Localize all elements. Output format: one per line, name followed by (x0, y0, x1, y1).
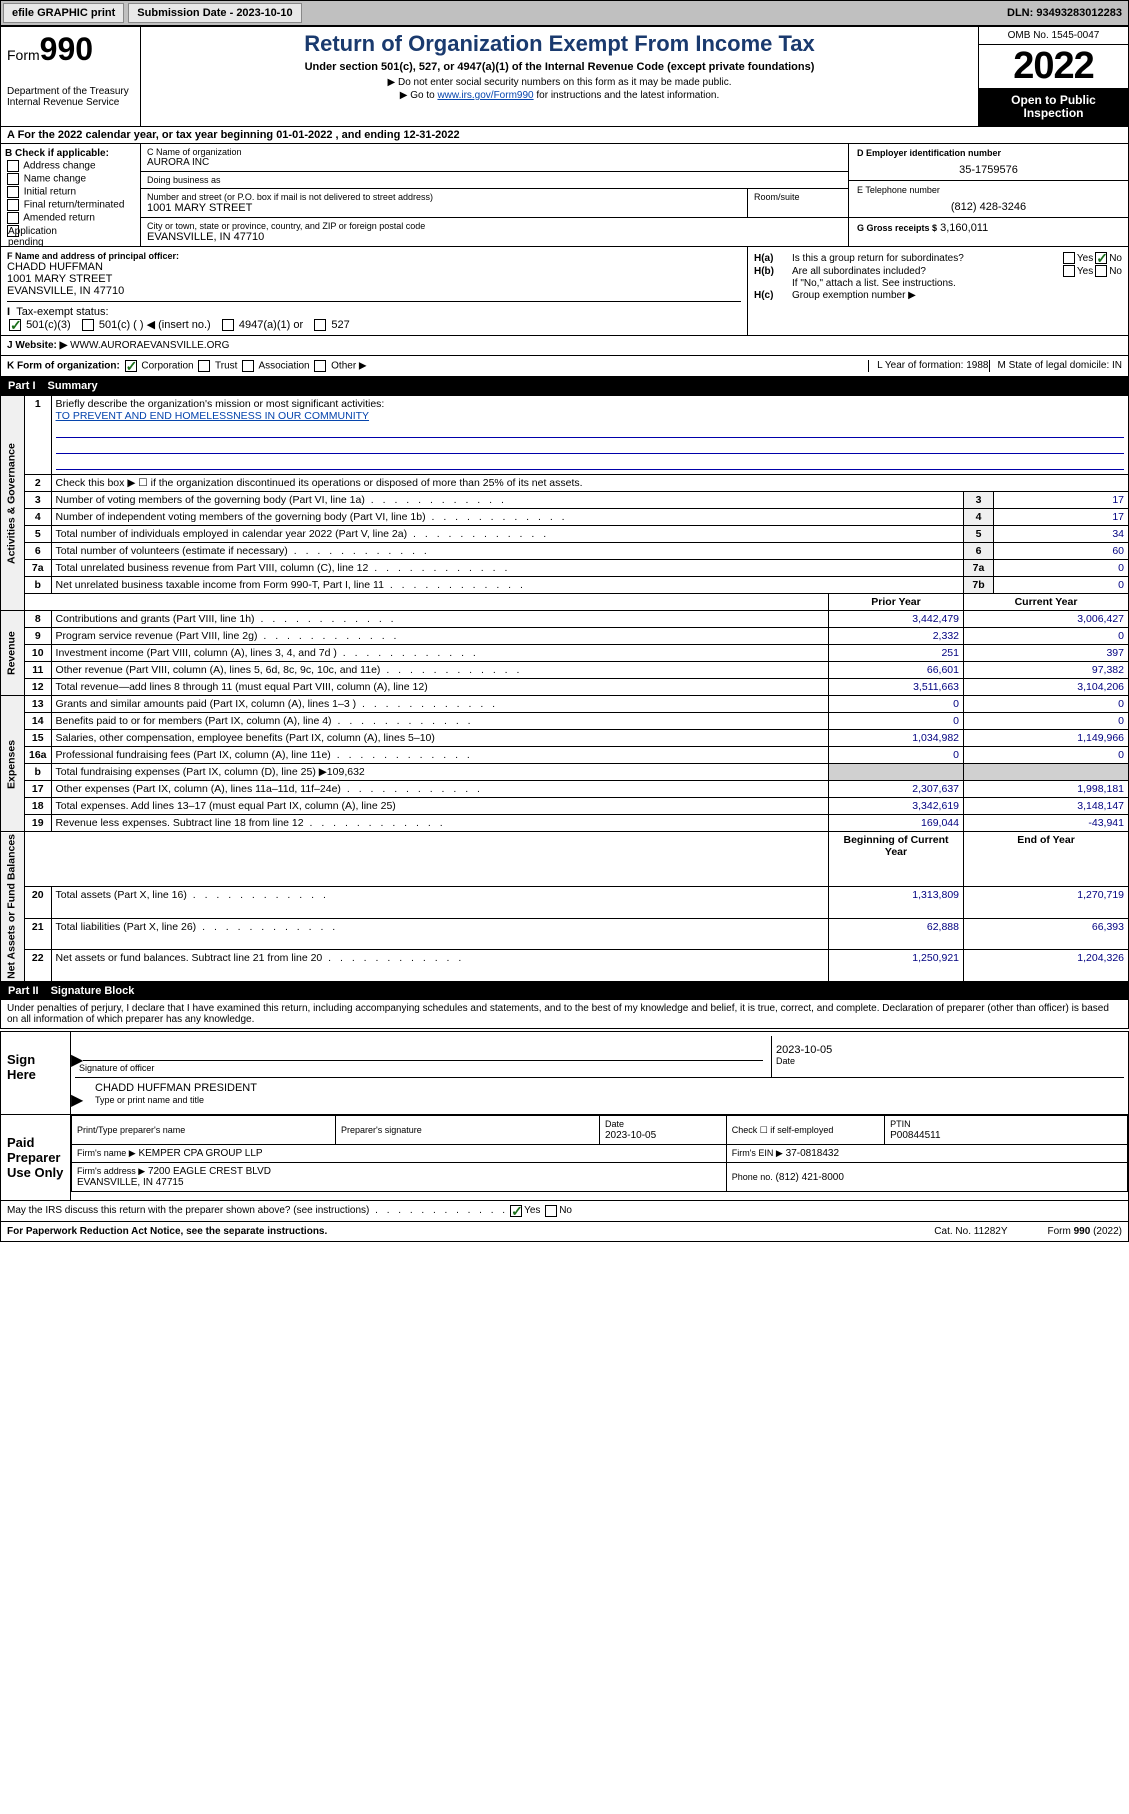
chk-name-change[interactable]: Name change (5, 173, 136, 185)
tab-governance: Activities & Governance (1, 396, 25, 611)
section-c-street: Number and street (or P.O. box if mail i… (141, 189, 748, 218)
section-f-officer: F Name and address of principal officer:… (1, 247, 748, 335)
part1-header: Part ISummary (0, 377, 1129, 395)
section-klm: K Form of organization: Corporation Trus… (0, 356, 1129, 377)
section-c-room: Room/suite (748, 189, 848, 218)
tab-revenue: Revenue (1, 611, 25, 696)
ha-no[interactable] (1095, 252, 1107, 264)
form-header: Form990 Department of the Treasury Inter… (0, 26, 1129, 127)
tab-balances: Net Assets or Fund Balances (1, 832, 25, 982)
chk-501c[interactable] (82, 319, 94, 331)
part2-header: Part IISignature Block (0, 982, 1129, 1000)
section-d-ein: D Employer identification number 35-1759… (849, 144, 1128, 181)
chk-initial-return[interactable]: Initial return (5, 186, 136, 198)
chk-527[interactable] (314, 319, 326, 331)
chk-address-change[interactable]: Address change (5, 160, 136, 172)
discuss-row: May the IRS discuss this return with the… (1, 1201, 1128, 1221)
section-c-name: C Name of organization AURORA INC (141, 144, 848, 172)
section-e-phone: E Telephone number (812) 428-3246 (849, 181, 1128, 218)
instr-link: ▶ Go to www.irs.gov/Form990 for instruct… (151, 90, 968, 101)
hb-yes[interactable] (1063, 265, 1075, 277)
sign-here-label: Sign Here (1, 1032, 71, 1114)
arrow-icon: ▶ (71, 1050, 83, 1070)
section-h: H(a)Is this a group return for subordina… (748, 247, 1128, 335)
instr-ssn: ▶ Do not enter social security numbers o… (151, 77, 968, 88)
chk-application-pending[interactable]: Application pending (5, 225, 136, 237)
section-a: A For the 2022 calendar year, or tax yea… (0, 127, 1129, 144)
page-footer: For Paperwork Reduction Act Notice, see … (0, 1222, 1129, 1242)
summary-table: Activities & Governance 1 Briefly descri… (0, 395, 1129, 982)
open-to-public: Open to Public Inspection (979, 88, 1128, 126)
paid-preparer-label: Paid Preparer Use Only (1, 1115, 71, 1200)
section-j-website: J Website: ▶ WWW.AURORAEVANSVILLE.ORG (0, 336, 1129, 356)
form-number: Form990 (7, 31, 134, 68)
section-c-dba: Doing business as (141, 172, 848, 189)
arrow-icon: ▶ (71, 1090, 83, 1110)
dln-label: DLN: 93493283012283 (1001, 4, 1128, 22)
top-toolbar: efile GRAPHIC print Submission Date - 20… (0, 0, 1129, 26)
form-title: Return of Organization Exempt From Incom… (151, 31, 968, 57)
mission-text: TO PREVENT AND END HOMELESSNESS IN OUR C… (56, 410, 370, 422)
section-g-gross: G Gross receipts $ 3,160,011 (849, 218, 1128, 238)
discuss-no[interactable] (545, 1205, 557, 1217)
irs-link[interactable]: www.irs.gov/Form990 (437, 90, 533, 101)
dept-label: Department of the Treasury Internal Reve… (7, 86, 134, 108)
penalty-statement: Under penalties of perjury, I declare th… (0, 1000, 1129, 1029)
preparer-table: Print/Type preparer's name Preparer's si… (71, 1115, 1128, 1192)
ha-yes[interactable] (1063, 252, 1075, 264)
chk-assoc[interactable] (242, 360, 254, 372)
section-c-city: City or town, state or province, country… (141, 218, 848, 246)
form-subtitle: Under section 501(c), 527, or 4947(a)(1)… (151, 61, 968, 73)
omb-number: OMB No. 1545-0047 (979, 27, 1128, 45)
chk-corp[interactable] (125, 360, 137, 372)
tab-expenses: Expenses (1, 696, 25, 832)
discuss-yes[interactable] (510, 1205, 522, 1217)
efile-button[interactable]: efile GRAPHIC print (3, 3, 124, 23)
chk-trust[interactable] (198, 360, 210, 372)
chk-4947[interactable] (222, 319, 234, 331)
chk-final-return[interactable]: Final return/terminated (5, 199, 136, 211)
chk-501c3[interactable] (9, 319, 21, 331)
section-b: B Check if applicable: Address change Na… (1, 144, 141, 246)
tax-year: 2022 (979, 45, 1128, 88)
chk-amended-return[interactable]: Amended return (5, 212, 136, 224)
signature-section: Sign Here ▶ Signature of officer 2023-10… (0, 1031, 1129, 1222)
hb-no[interactable] (1095, 265, 1107, 277)
submission-date-button[interactable]: Submission Date - 2023-10-10 (128, 3, 301, 23)
chk-other[interactable] (314, 360, 326, 372)
